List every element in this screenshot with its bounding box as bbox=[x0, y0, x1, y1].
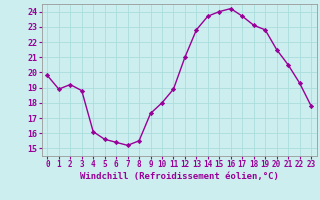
X-axis label: Windchill (Refroidissement éolien,°C): Windchill (Refroidissement éolien,°C) bbox=[80, 172, 279, 181]
